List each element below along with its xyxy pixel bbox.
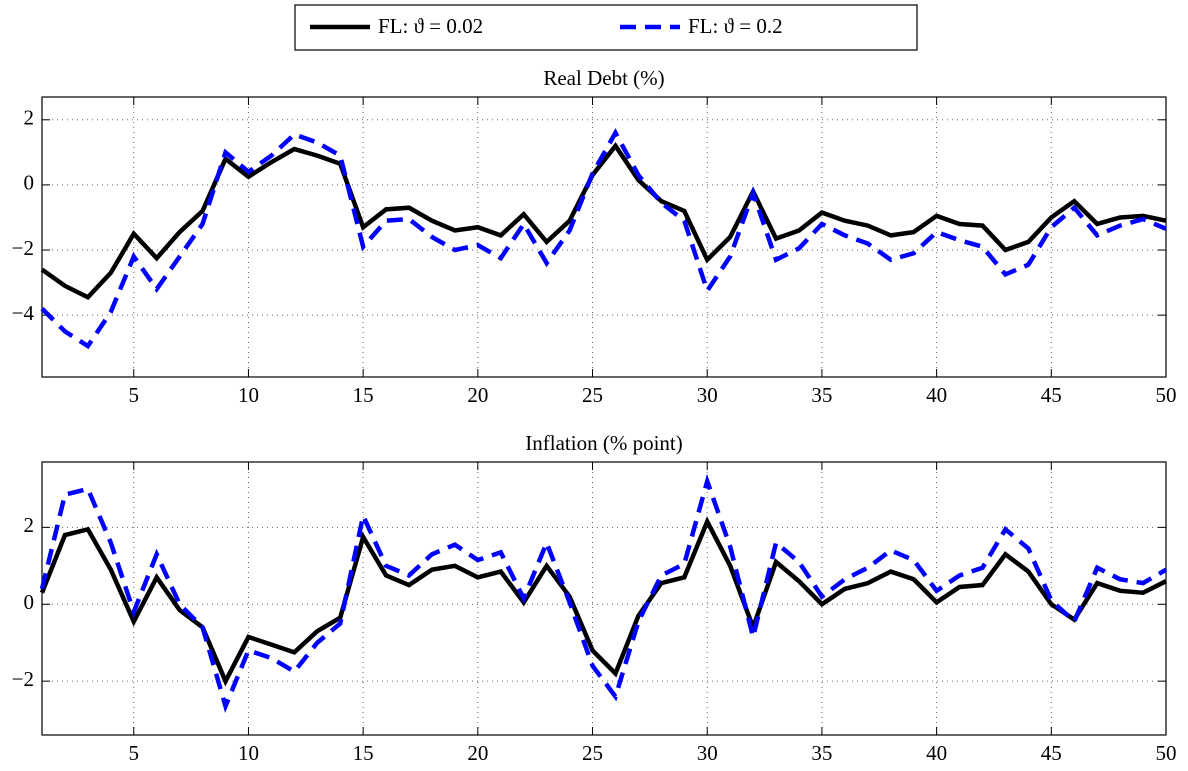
x-tick-label: 35: [811, 741, 832, 765]
x-tick-label: 40: [926, 383, 947, 407]
x-tick-label: 25: [582, 741, 603, 765]
x-tick-label: 25: [582, 383, 603, 407]
chart-title: Inflation (% point): [525, 431, 682, 455]
x-tick-label: 30: [697, 741, 718, 765]
x-tick-label: 15: [353, 741, 374, 765]
legend-label: FL: ϑ = 0.2: [688, 14, 783, 38]
series-line: [40, 128, 1167, 350]
x-tick-label: 5: [129, 383, 140, 407]
y-tick-label: −4: [12, 301, 35, 325]
x-tick-label: 45: [1041, 383, 1062, 407]
x-tick-label: 5: [129, 741, 140, 765]
plot-frame: [41, 96, 1167, 378]
y-tick-label: −2: [12, 236, 34, 260]
x-tick-label: 15: [353, 383, 374, 407]
series-line: [40, 142, 1167, 300]
y-tick-label: 0: [24, 590, 35, 614]
legend-box: [294, 4, 918, 51]
x-tick-label: 50: [1156, 383, 1177, 407]
y-tick-label: 2: [24, 513, 35, 537]
y-tick-label: 0: [24, 171, 35, 195]
x-tick-label: 50: [1156, 741, 1177, 765]
series-line: [39, 473, 1168, 713]
x-tick-label: 10: [238, 741, 259, 765]
series-line: [39, 516, 1168, 687]
plot-frame: [41, 461, 1167, 736]
x-tick-label: 40: [926, 741, 947, 765]
x-tick-label: 30: [697, 383, 718, 407]
x-tick-label: 10: [238, 383, 259, 407]
x-tick-label: 45: [1041, 741, 1062, 765]
x-tick-label: 35: [811, 383, 832, 407]
y-tick-label: −2: [12, 667, 34, 691]
y-tick-label: 2: [24, 106, 35, 130]
chart-title: Real Debt (%): [543, 66, 664, 90]
legend-label: FL: ϑ = 0.02: [378, 14, 483, 38]
x-tick-label: 20: [467, 383, 488, 407]
x-tick-label: 20: [467, 741, 488, 765]
